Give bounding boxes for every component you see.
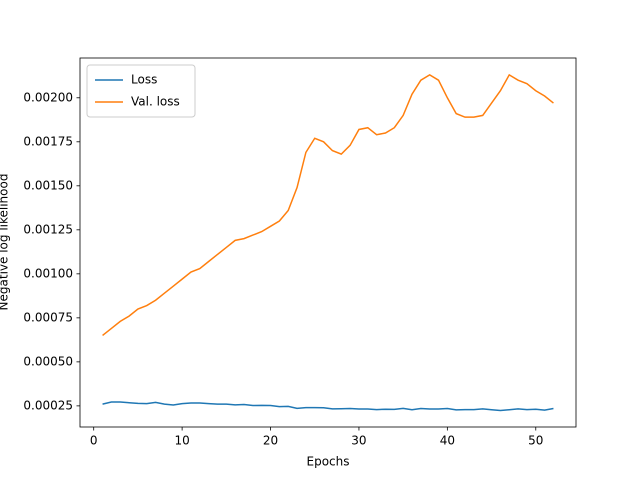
y-tick-label: 0.00125 — [23, 222, 73, 236]
x-axis-label: Epochs — [307, 455, 350, 469]
x-tick-label: 0 — [90, 434, 98, 448]
x-tick-label: 20 — [263, 434, 278, 448]
legend-label: Loss — [131, 73, 157, 87]
y-tick-label: 0.00175 — [23, 134, 73, 148]
series-line — [102, 401, 554, 412]
x-tick-label: 40 — [440, 434, 455, 448]
y-tick-label: 0.00050 — [23, 354, 73, 368]
y-axis-label: Negative log likelihood — [0, 174, 11, 311]
y-tick-label: 0.00200 — [23, 90, 73, 104]
legend-label: Val. loss — [131, 95, 180, 109]
x-tick-label: 30 — [351, 434, 366, 448]
x-tick-label: 10 — [174, 434, 189, 448]
series-line — [102, 73, 554, 337]
y-tick-label: 0.00075 — [23, 310, 73, 324]
legend-box — [86, 64, 196, 118]
plot-frame — [79, 57, 577, 428]
x-tick-label: 50 — [528, 434, 543, 448]
y-tick-label: 0.00150 — [23, 178, 73, 192]
y-tick-label: 0.00100 — [23, 266, 73, 280]
y-tick-label: 0.00025 — [23, 398, 73, 412]
